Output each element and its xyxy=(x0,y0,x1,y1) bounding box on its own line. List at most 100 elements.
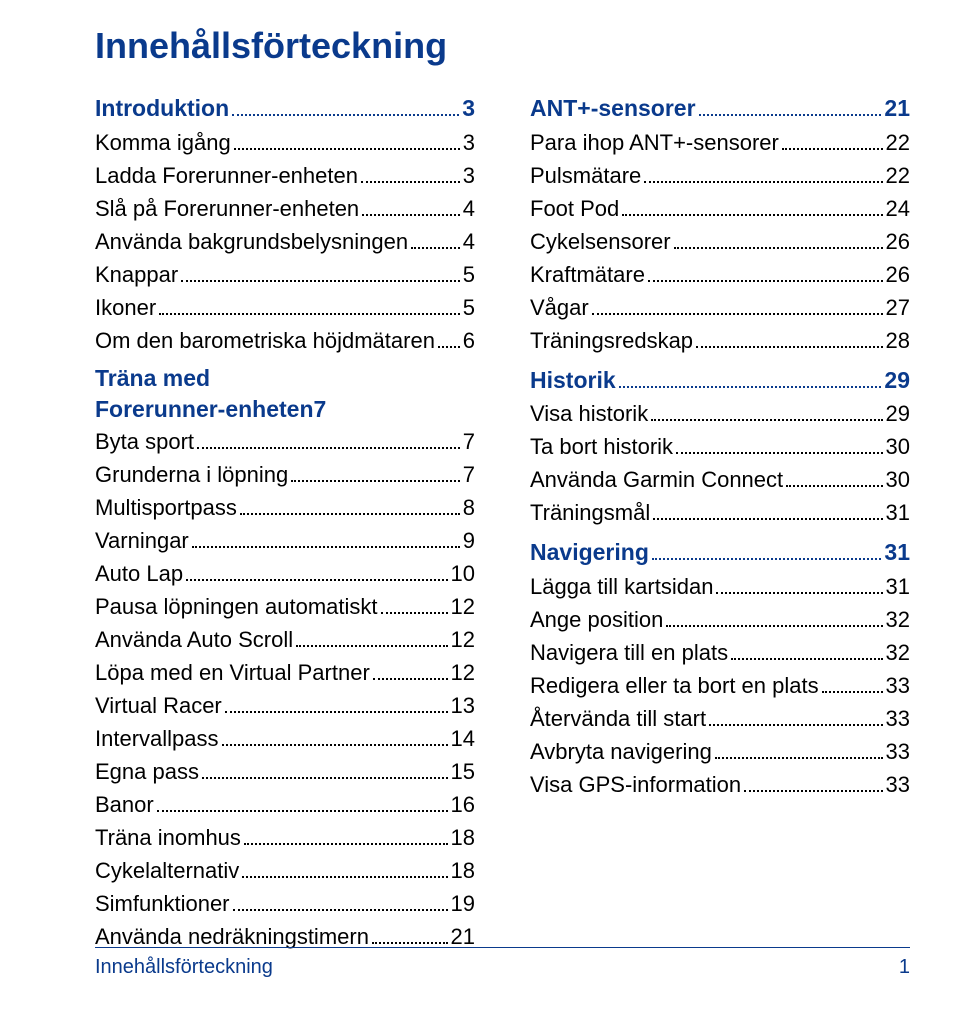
toc-leader-dots xyxy=(157,810,448,812)
toc-section-label: Introduktion xyxy=(95,91,229,126)
toc-entry[interactable]: Cykelsensorer26 xyxy=(530,225,910,258)
toc-entry-label: Använda Auto Scroll xyxy=(95,623,293,656)
toc-leader-dots xyxy=(362,214,460,216)
toc-entry-label: Redigera eller ta bort en plats xyxy=(530,669,819,702)
toc-entry[interactable]: Visa historik29 xyxy=(530,397,910,430)
toc-entry-page: 30 xyxy=(886,463,910,496)
toc-section-label: Forerunner-enheten xyxy=(95,394,314,425)
toc-leader-dots xyxy=(438,346,460,348)
toc-entry[interactable]: Använda Garmin Connect 30 xyxy=(530,463,910,496)
toc-leader-dots xyxy=(592,313,883,315)
toc-entry-label: Varningar xyxy=(95,524,189,557)
toc-entry[interactable]: Varningar 9 xyxy=(95,524,475,557)
toc-entry[interactable]: Pausa löpningen automatiskt 12 xyxy=(95,590,475,623)
toc-entry[interactable]: Banor16 xyxy=(95,788,475,821)
toc-entry[interactable]: Vågar27 xyxy=(530,291,910,324)
toc-entry[interactable]: Visa GPS-information 33 xyxy=(530,768,910,801)
toc-entry-label: Använda Garmin Connect xyxy=(530,463,783,496)
toc-entry[interactable]: Multisportpass 8 xyxy=(95,491,475,524)
toc-entry[interactable]: Knappar5 xyxy=(95,258,475,291)
toc-section-heading[interactable]: Navigering31 xyxy=(530,535,910,570)
toc-leader-dots xyxy=(202,777,448,779)
toc-section-heading[interactable]: Träna medForerunner-enheten7 xyxy=(95,363,475,425)
toc-entry[interactable]: Återvända till start33 xyxy=(530,702,910,735)
toc-entry[interactable]: Auto Lap10 xyxy=(95,557,475,590)
toc-entry-label: Kraftmätare xyxy=(530,258,645,291)
page-footer: Innehållsförteckning 1 xyxy=(95,947,910,979)
toc-leader-dots xyxy=(666,625,882,627)
toc-entry[interactable]: Redigera eller ta bort en plats33 xyxy=(530,669,910,702)
toc-entry-page: 9 xyxy=(463,524,475,557)
toc-entry-label: Visa GPS-information xyxy=(530,768,741,801)
toc-entry[interactable]: Byta sport 7 xyxy=(95,425,475,458)
toc-entry-label: Pulsmätare xyxy=(530,159,641,192)
toc-section-heading[interactable]: Historik 29 xyxy=(530,363,910,398)
toc-entry[interactable]: Pulsmätare22 xyxy=(530,159,910,192)
toc-entry-page: 10 xyxy=(451,557,475,590)
toc-entry-page: 7 xyxy=(463,425,475,458)
toc-section-page: 7 xyxy=(314,394,327,425)
toc-section-page: 29 xyxy=(884,363,910,398)
toc-section-heading[interactable]: Introduktion 3 xyxy=(95,91,475,126)
toc-entry[interactable]: Virtual Racer13 xyxy=(95,689,475,722)
toc-entry-page: 27 xyxy=(886,291,910,324)
toc-section-heading[interactable]: ANT+-sensorer21 xyxy=(530,91,910,126)
toc-entry[interactable]: Simfunktioner19 xyxy=(95,887,475,920)
toc-entry[interactable]: Grunderna i löpning7 xyxy=(95,458,475,491)
toc-leader-dots xyxy=(233,909,448,911)
toc-section-heading-lastline: Forerunner-enheten7 xyxy=(95,394,475,425)
toc-entry-label: Träningsmål xyxy=(530,496,650,529)
toc-entry-label: Simfunktioner xyxy=(95,887,230,920)
toc-entry-label: Pausa löpningen automatiskt xyxy=(95,590,378,623)
toc-entry[interactable]: Träningsredskap28 xyxy=(530,324,910,357)
toc-entry-label: Foot Pod xyxy=(530,192,619,225)
toc-entry[interactable]: Använda Auto Scroll12 xyxy=(95,623,475,656)
toc-entry-label: Slå på Forerunner-enheten xyxy=(95,192,359,225)
toc-entry-page: 4 xyxy=(463,192,475,225)
toc-leader-dots xyxy=(296,645,447,647)
toc-entry[interactable]: Komma igång3 xyxy=(95,126,475,159)
toc-entry-page: 26 xyxy=(886,258,910,291)
toc-leader-dots xyxy=(372,942,448,944)
page-title: Innehållsförteckning xyxy=(95,25,910,67)
toc-entry-page: 6 xyxy=(463,324,475,357)
toc-entry-label: Cykelsensorer xyxy=(530,225,671,258)
toc-entry[interactable]: Lägga till kartsidan31 xyxy=(530,570,910,603)
toc-entry-label: Para ihop ANT+-sensorer xyxy=(530,126,779,159)
toc-entry-label: Visa historik xyxy=(530,397,648,430)
toc-entry[interactable]: Intervallpass14 xyxy=(95,722,475,755)
toc-entry-page: 33 xyxy=(886,768,910,801)
toc-entry[interactable]: Ladda Forerunner-enheten3 xyxy=(95,159,475,192)
toc-entry-label: Byta sport xyxy=(95,425,194,458)
toc-entry-label: Multisportpass xyxy=(95,491,237,524)
toc-entry[interactable]: Om den barometriska höjdmätaren6 xyxy=(95,324,475,357)
toc-entry-page: 18 xyxy=(451,821,475,854)
toc-entry[interactable]: Para ihop ANT+-sensorer22 xyxy=(530,126,910,159)
toc-entry[interactable]: Ikoner5 xyxy=(95,291,475,324)
toc-entry[interactable]: Träna inomhus18 xyxy=(95,821,475,854)
toc-entry-label: Lägga till kartsidan xyxy=(530,570,713,603)
toc-leader-dots xyxy=(240,513,460,515)
toc-entry[interactable]: Löpa med en Virtual Partner12 xyxy=(95,656,475,689)
toc-entry[interactable]: Slå på Forerunner-enheten 4 xyxy=(95,192,475,225)
toc-leader-dots xyxy=(159,313,460,315)
toc-entry[interactable]: Foot Pod24 xyxy=(530,192,910,225)
toc-entry-page: 8 xyxy=(463,491,475,524)
toc-entry[interactable]: Avbryta navigering33 xyxy=(530,735,910,768)
toc-entry-page: 5 xyxy=(463,258,475,291)
toc-entry[interactable]: Ta bort historik30 xyxy=(530,430,910,463)
toc-entry[interactable]: Ange position32 xyxy=(530,603,910,636)
toc-entry-page: 12 xyxy=(451,590,475,623)
toc-leader-dots xyxy=(731,658,882,660)
toc-entry[interactable]: Träningsmål31 xyxy=(530,496,910,529)
toc-leader-dots xyxy=(381,612,448,614)
toc-leader-dots xyxy=(651,419,882,421)
toc-entry[interactable]: Egna pass15 xyxy=(95,755,475,788)
toc-entry[interactable]: Kraftmätare 26 xyxy=(530,258,910,291)
toc-entry[interactable]: Cykelalternativ18 xyxy=(95,854,475,887)
toc-section-page: 3 xyxy=(462,91,475,126)
toc-entry[interactable]: Navigera till en plats32 xyxy=(530,636,910,669)
toc-entry-label: Ladda Forerunner-enheten xyxy=(95,159,358,192)
toc-section-label: Historik xyxy=(530,363,616,398)
toc-entry[interactable]: Använda bakgrundsbelysningen4 xyxy=(95,225,475,258)
